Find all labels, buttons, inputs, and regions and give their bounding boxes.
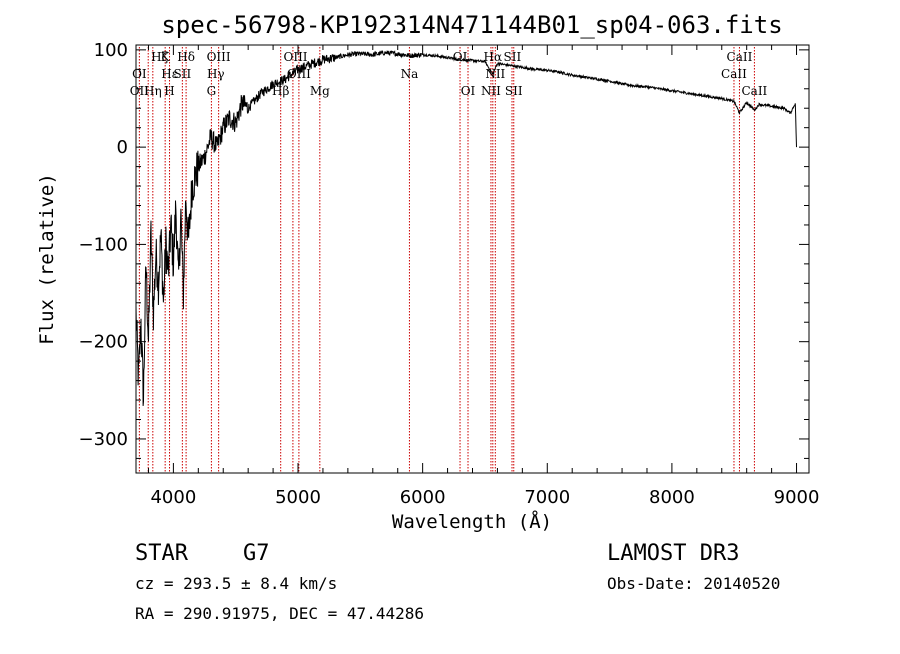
y-axis-ticks: 100 0 −100 −200 −300 (79, 40, 809, 459)
emission-line-label: Hζ (151, 50, 168, 64)
spectrum-series (135, 50, 797, 406)
x-tick-label: 6000 (400, 487, 446, 508)
emission-line-label: CaII (727, 50, 753, 64)
spectrum-line (135, 50, 797, 406)
redshift-info: cz = 293.5 ± 8.4 km/s (135, 574, 337, 593)
x-tick-label: 9000 (774, 487, 820, 508)
emission-line-label: NII (481, 84, 501, 98)
x-tick-label: 5000 (275, 487, 321, 508)
x-tick-label: 8000 (649, 487, 695, 508)
emission-line-markers (138, 47, 755, 473)
emission-line-label: SII (504, 50, 522, 64)
x-tick-label: 7000 (524, 487, 570, 508)
emission-line-label: CaII (721, 67, 747, 81)
emission-line-label: Na (401, 67, 419, 81)
emission-line-label: G (207, 84, 217, 98)
survey-name: LAMOST DR3 (607, 541, 739, 566)
emission-line-label: K (161, 50, 171, 64)
emission-line-label: OIII (283, 50, 307, 64)
x-tick-label: 4000 (150, 487, 196, 508)
emission-line-label: H (164, 84, 174, 98)
x-axis-ticks: 4000 5000 6000 7000 8000 9000 (147, 45, 820, 508)
emission-line-label: Mg (310, 84, 330, 98)
emission-line-label: OI (461, 84, 476, 98)
emission-line-label: OIII (207, 50, 231, 64)
emission-line-label: OII (130, 84, 150, 98)
emission-line-label: Hα (484, 50, 503, 64)
emission-line-label: Hε (161, 67, 178, 81)
y-tick-label: −200 (79, 332, 128, 353)
emission-line-label: OI (453, 50, 468, 64)
emission-line-label: Hβ (272, 84, 289, 98)
y-axis-label: Flux (relative) (36, 173, 58, 345)
plot-frame (135, 44, 810, 474)
chart-title: spec-56798-KP192314N471144B01_sp04-063.f… (161, 11, 782, 39)
emission-line-label: Hγ (207, 67, 225, 81)
y-tick-label: 0 (117, 137, 128, 158)
emission-line-label: Hη (144, 84, 162, 98)
obs-date: Obs-Date: 20140520 (607, 574, 780, 593)
y-tick-label: 100 (94, 40, 128, 61)
y-tick-label: −100 (79, 234, 128, 255)
emission-line-label: Hδ (177, 50, 195, 64)
y-tick-label: −300 (79, 429, 128, 450)
coordinates: RA = 290.91975, DEC = 47.44286 (135, 604, 424, 623)
emission-line-label: SII (174, 67, 192, 81)
emission-line-label: SII (505, 84, 523, 98)
x-axis-label: Wavelength (Å) (392, 510, 552, 533)
object-class: STAR (135, 541, 189, 566)
emission-line-label: CaII (741, 84, 767, 98)
object-subclass: G7 (243, 541, 270, 566)
